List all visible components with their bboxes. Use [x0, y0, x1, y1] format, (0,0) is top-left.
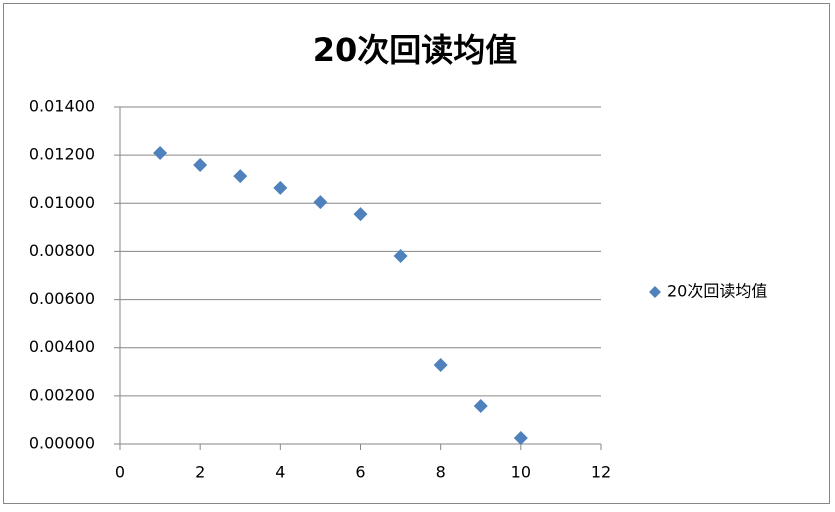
point — [153, 145, 168, 160]
x-tick-label: 2 — [195, 463, 205, 482]
y-tick-label: 0.01200 — [29, 145, 95, 164]
chart-title: 20次回读均值 — [313, 31, 518, 69]
point — [273, 180, 288, 195]
y-tick-label: 0.00200 — [29, 385, 95, 404]
point — [313, 195, 328, 210]
point — [473, 398, 488, 413]
y-tick-label: 0.00800 — [29, 241, 95, 260]
y-tick-label: 0.01400 — [29, 97, 95, 116]
x-tick-label: 0 — [115, 463, 125, 482]
chart-border — [3, 3, 830, 504]
x-tick-label: 6 — [355, 463, 365, 482]
y-tick-label: 0.00400 — [29, 337, 95, 356]
point — [353, 207, 368, 222]
point — [513, 430, 528, 445]
x-tick-label: 4 — [275, 463, 285, 482]
legend-label: 20次回读均值 — [667, 282, 767, 301]
point — [193, 158, 208, 173]
x-tick-label: 8 — [436, 463, 446, 482]
y-tick-label: 0.00600 — [29, 289, 95, 308]
point — [233, 169, 248, 184]
legend-marker — [649, 286, 661, 298]
y-tick-label: 0.01000 — [29, 193, 95, 212]
point — [393, 249, 408, 264]
x-tick-label: 10 — [511, 463, 531, 482]
x-tick-label: 12 — [591, 463, 611, 482]
point — [433, 358, 448, 373]
y-tick-label: 0.00000 — [29, 434, 95, 453]
